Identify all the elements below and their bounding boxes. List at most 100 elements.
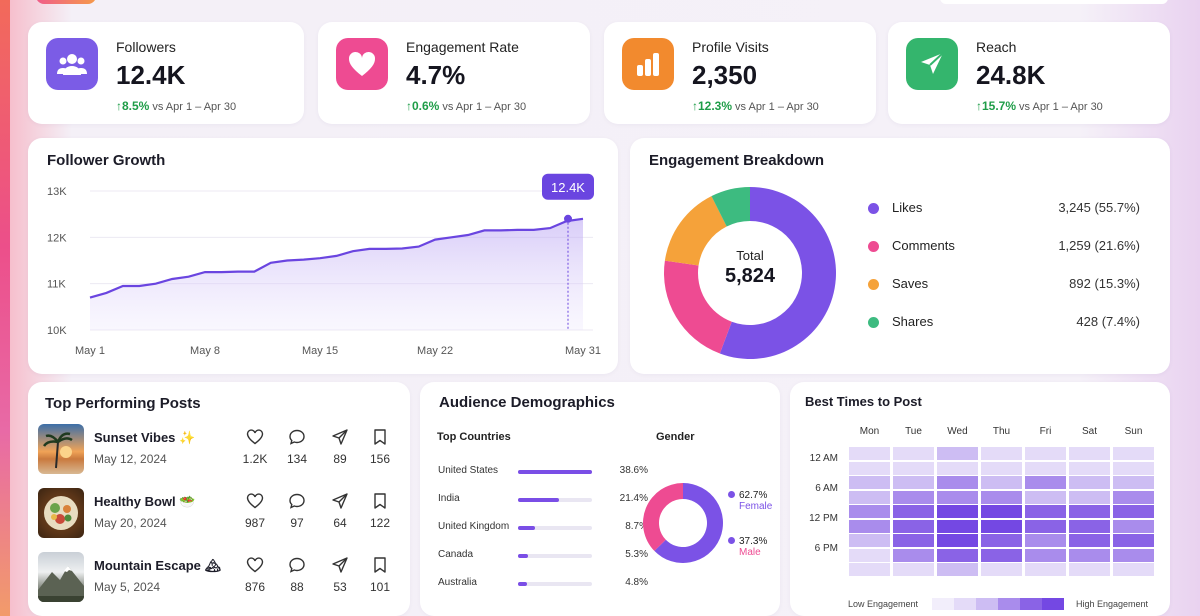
donut-slice-comments[interactable]: [664, 260, 732, 354]
brand-logo[interactable]: [36, 0, 96, 4]
donut-slice-saves[interactable]: [664, 196, 727, 266]
heatmap-cell[interactable]: [1068, 489, 1111, 505]
share-icon[interactable]: [331, 428, 349, 446]
heatmap-cell[interactable]: [1112, 547, 1155, 563]
heatmap-cell[interactable]: [980, 446, 1023, 461]
heatmap-cell[interactable]: [848, 489, 891, 505]
legend-item-likes[interactable]: Likes 3,245 (55.7%): [868, 199, 1140, 219]
heatmap-cell[interactable]: [848, 460, 891, 476]
share-icon[interactable]: [331, 556, 349, 574]
heatmap-cell[interactable]: [1068, 504, 1111, 519]
heatmap-cell[interactable]: [1112, 518, 1155, 534]
date-range-picker[interactable]: [940, 0, 1168, 4]
heatmap-cell[interactable]: [848, 562, 891, 577]
share-icon[interactable]: [331, 492, 349, 510]
heatmap-cell[interactable]: [892, 533, 935, 548]
heatmap-cell[interactable]: [980, 533, 1023, 548]
heatmap-cell[interactable]: [1112, 446, 1155, 461]
heatmap-cell[interactable]: [936, 562, 979, 577]
comment-icon[interactable]: [288, 492, 306, 510]
heart-outline-icon[interactable]: [246, 556, 264, 574]
heatmap-cell[interactable]: [1068, 547, 1111, 563]
heatmap-cell[interactable]: [1024, 489, 1067, 505]
post-row[interactable]: Sunset Vibes ✨ May 12, 2024 1.2K 134 89 …: [38, 424, 398, 480]
heatmap-cell[interactable]: [936, 446, 979, 461]
heatmap-cell[interactable]: [1112, 533, 1155, 548]
heatmap-cell[interactable]: [1024, 533, 1067, 548]
heatmap-cell[interactable]: [1024, 446, 1067, 461]
heatmap-cell[interactable]: [848, 446, 891, 461]
heatmap-cell[interactable]: [1068, 446, 1111, 461]
heatmap-cell[interactable]: [936, 504, 979, 519]
heatmap-cell[interactable]: [1024, 504, 1067, 519]
heatmap-cell[interactable]: [1024, 562, 1067, 577]
heatmap-cell[interactable]: [1068, 562, 1111, 577]
heatmap-cell[interactable]: [1068, 475, 1111, 490]
comment-icon[interactable]: [288, 428, 306, 446]
heatmap-cell[interactable]: [892, 460, 935, 476]
heatmap-cell[interactable]: [980, 460, 1023, 476]
post-thumbnail-bowl[interactable]: [38, 488, 84, 538]
heatmap-cell[interactable]: [892, 475, 935, 490]
gender-slice-female[interactable]: [654, 483, 723, 563]
heatmap-cell[interactable]: [980, 562, 1023, 577]
heatmap-cell[interactable]: [1112, 562, 1155, 577]
heatmap-cell[interactable]: [848, 475, 891, 490]
heatmap-cell[interactable]: [1112, 504, 1155, 519]
heatmap-cell[interactable]: [936, 460, 979, 476]
heatmap-cell[interactable]: [892, 518, 935, 534]
heart-outline-icon[interactable]: [246, 492, 264, 510]
last-point-marker[interactable]: [564, 214, 572, 223]
heatmap-cell[interactable]: [1024, 547, 1067, 563]
heatmap-cell[interactable]: [892, 446, 935, 461]
heatmap-cell[interactable]: [936, 518, 979, 534]
country-row[interactable]: India 21.4%: [438, 493, 648, 509]
comment-icon[interactable]: [288, 556, 306, 574]
post-row[interactable]: Mountain Escape 🏔 May 5, 2024 876 88 53 …: [38, 552, 398, 608]
heatmap-cell[interactable]: [892, 504, 935, 519]
heatmap-cell[interactable]: [980, 475, 1023, 490]
follower-growth-chart[interactable]: 10K 11K 12K 13K May 1 May 8 May 15 May 22 May 31…: [28, 138, 618, 374]
heatmap-cell[interactable]: [892, 547, 935, 563]
country-row[interactable]: United States 38.6%: [438, 465, 648, 481]
heatmap-cell[interactable]: [892, 489, 935, 505]
heatmap-cell[interactable]: [1024, 475, 1067, 490]
country-row[interactable]: United Kingdom 8.7%: [438, 521, 648, 537]
gender-slice-male[interactable]: [643, 483, 683, 551]
heatmap-cell[interactable]: [936, 547, 979, 563]
legend-item-comments[interactable]: Comments 1,259 (21.6%): [868, 237, 1140, 257]
bookmark-icon[interactable]: [371, 492, 389, 510]
legend-item-saves[interactable]: Saves 892 (15.3%): [868, 275, 1140, 295]
heatmap-cell[interactable]: [1024, 460, 1067, 476]
heatmap-cell[interactable]: [936, 489, 979, 505]
heatmap-cell[interactable]: [848, 518, 891, 534]
country-row[interactable]: Australia 4.8%: [438, 577, 648, 593]
legend-item-shares[interactable]: Shares 428 (7.4%): [868, 313, 1140, 333]
heatmap-cell[interactable]: [1024, 518, 1067, 534]
post-thumbnail-mountain[interactable]: [38, 552, 84, 602]
heatmap-cell[interactable]: [936, 475, 979, 490]
heatmap-cell[interactable]: [980, 518, 1023, 534]
heatmap-cell[interactable]: [848, 547, 891, 563]
bookmark-icon[interactable]: [371, 428, 389, 446]
heatmap-cell[interactable]: [1112, 475, 1155, 490]
heatmap-cell[interactable]: [848, 504, 891, 519]
heatmap-cell[interactable]: [892, 562, 935, 577]
heatmap-cell[interactable]: [980, 547, 1023, 563]
engagement-donut-chart[interactable]: [655, 178, 845, 368]
heatmap-cell[interactable]: [980, 504, 1023, 519]
heatmap-cell[interactable]: [936, 533, 979, 548]
country-row[interactable]: Canada 5.3%: [438, 549, 648, 565]
gender-donut-chart[interactable]: [638, 478, 728, 568]
donut-slice-likes[interactable]: [719, 187, 836, 359]
heatmap-cell[interactable]: [1112, 460, 1155, 476]
heatmap-cell[interactable]: [848, 533, 891, 548]
post-thumbnail-sunset[interactable]: [38, 424, 84, 474]
bookmark-icon[interactable]: [371, 556, 389, 574]
heatmap-cell[interactable]: [1068, 460, 1111, 476]
heatmap-cell[interactable]: [980, 489, 1023, 505]
heart-outline-icon[interactable]: [246, 428, 264, 446]
heatmap-cell[interactable]: [1068, 518, 1111, 534]
heatmap-cell[interactable]: [1068, 533, 1111, 548]
post-row[interactable]: Healthy Bowl 🥗 May 20, 2024 987 97 64 12…: [38, 488, 398, 544]
